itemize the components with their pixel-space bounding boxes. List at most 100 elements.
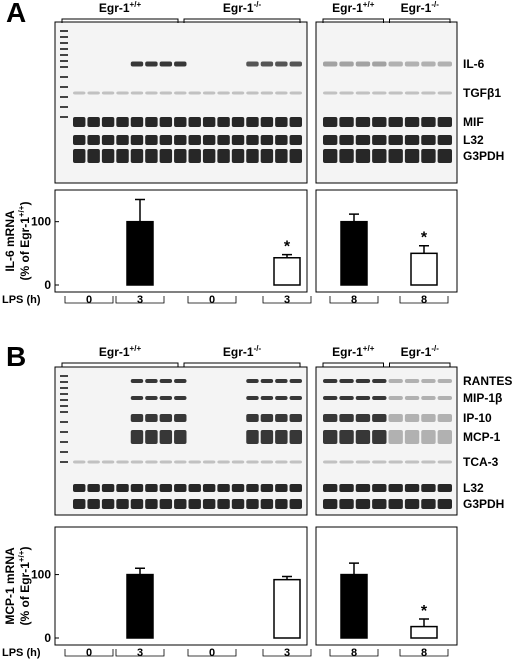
gel-band <box>116 117 129 127</box>
gel-band <box>372 396 387 400</box>
y-tick-label: 0 <box>44 278 51 292</box>
gel-band <box>73 135 86 145</box>
gel-band <box>421 379 436 383</box>
gel-band <box>323 91 338 95</box>
gel-band <box>101 460 115 464</box>
category-bracket <box>329 296 379 304</box>
gel-band <box>260 430 274 444</box>
gel-band <box>130 379 144 383</box>
gel-band <box>289 149 302 163</box>
gel-band <box>159 460 173 464</box>
genotype-header-sup: -/- <box>431 0 439 9</box>
gel-band <box>404 91 420 95</box>
gel-band <box>231 460 245 464</box>
gel-band <box>73 117 86 127</box>
gel-band <box>437 135 452 145</box>
gel-band <box>275 117 288 127</box>
gel-band <box>355 499 371 509</box>
gel-band <box>260 484 274 492</box>
x-tick-label: 8 <box>351 647 357 659</box>
gel-band <box>372 149 387 163</box>
gel-band <box>159 91 173 95</box>
genotype-header-base: Egr-1 <box>99 1 130 15</box>
gel-band <box>174 430 187 444</box>
gel-band <box>437 61 452 67</box>
gel-band <box>388 430 403 444</box>
gel-band <box>217 117 230 127</box>
gel-band <box>202 117 216 127</box>
band-label: TGFβ1 <box>463 86 501 100</box>
gel-band <box>145 499 158 509</box>
gel-band <box>87 499 100 509</box>
genotype-header-base: Egr-1 <box>332 345 363 359</box>
header-bracket <box>322 362 384 367</box>
gel-band <box>355 460 371 464</box>
gel-band <box>421 430 436 444</box>
genotype-header: Egr-1+/+ <box>99 344 142 359</box>
gel-band <box>421 117 436 127</box>
gel-band <box>260 61 274 67</box>
gel-band <box>260 396 274 400</box>
gel-band <box>188 91 201 95</box>
band-label: IP-10 <box>463 411 492 425</box>
gel-band <box>339 430 354 444</box>
gel-band <box>159 61 173 67</box>
genotype-header-base: Egr-1 <box>401 1 432 15</box>
gel-band <box>323 499 338 509</box>
x-tick-label: 3 <box>284 647 290 659</box>
gel-band <box>217 135 230 145</box>
ladder-band <box>60 76 68 78</box>
y-axis-label: MCP-1 mRNA <box>3 547 17 625</box>
panel-label: A <box>6 0 26 28</box>
bar <box>340 573 368 639</box>
gel-band <box>188 149 201 163</box>
gel-band <box>275 460 288 464</box>
gel-band <box>174 396 187 400</box>
gel-band <box>260 91 274 95</box>
gel-band <box>388 61 403 67</box>
gel-band <box>174 414 187 422</box>
gel-band <box>323 414 338 422</box>
gel-band <box>246 396 259 400</box>
gel-band <box>388 149 403 163</box>
ladder-band <box>60 451 68 453</box>
gel-band <box>289 135 302 145</box>
y-axis-label-sub-end: ) <box>18 547 32 551</box>
error-bar <box>349 213 359 222</box>
error-bar <box>419 618 429 627</box>
category-bracket <box>64 296 114 304</box>
gel-band <box>404 379 420 383</box>
gel-band <box>323 117 338 127</box>
gel-band <box>275 135 288 145</box>
gel-band <box>130 460 144 464</box>
ladder-band <box>60 387 68 389</box>
gel-band <box>145 396 158 400</box>
gel-band <box>260 379 274 383</box>
ladder-band <box>60 48 68 50</box>
ladder-band <box>60 106 68 108</box>
genotype-header-base: Egr-1 <box>99 345 130 359</box>
gel-band <box>260 135 274 145</box>
gel-band <box>372 379 387 383</box>
header-bracket <box>61 18 179 23</box>
gel-band <box>231 117 245 127</box>
gel-band <box>275 61 288 67</box>
genotype-header: Egr-1+/+ <box>99 0 142 15</box>
gel-band <box>388 499 403 509</box>
band-label: L32 <box>463 481 484 495</box>
gel-band <box>355 91 371 95</box>
gel-band <box>437 379 452 383</box>
gel-band <box>246 61 259 67</box>
gel-band <box>101 91 115 95</box>
gel-band <box>372 484 387 492</box>
gel-band <box>73 499 86 509</box>
gel-band <box>130 149 144 163</box>
genotype-header: Egr-1-/- <box>223 344 262 359</box>
gel-band <box>275 149 288 163</box>
gel-band <box>246 414 259 422</box>
y-axis-label-sub: (% of Egr-1+/+) <box>17 202 32 281</box>
gel-band <box>246 135 259 145</box>
x-tick-label: 0 <box>209 647 215 659</box>
gel-band <box>159 149 173 163</box>
gel-band <box>372 135 387 145</box>
